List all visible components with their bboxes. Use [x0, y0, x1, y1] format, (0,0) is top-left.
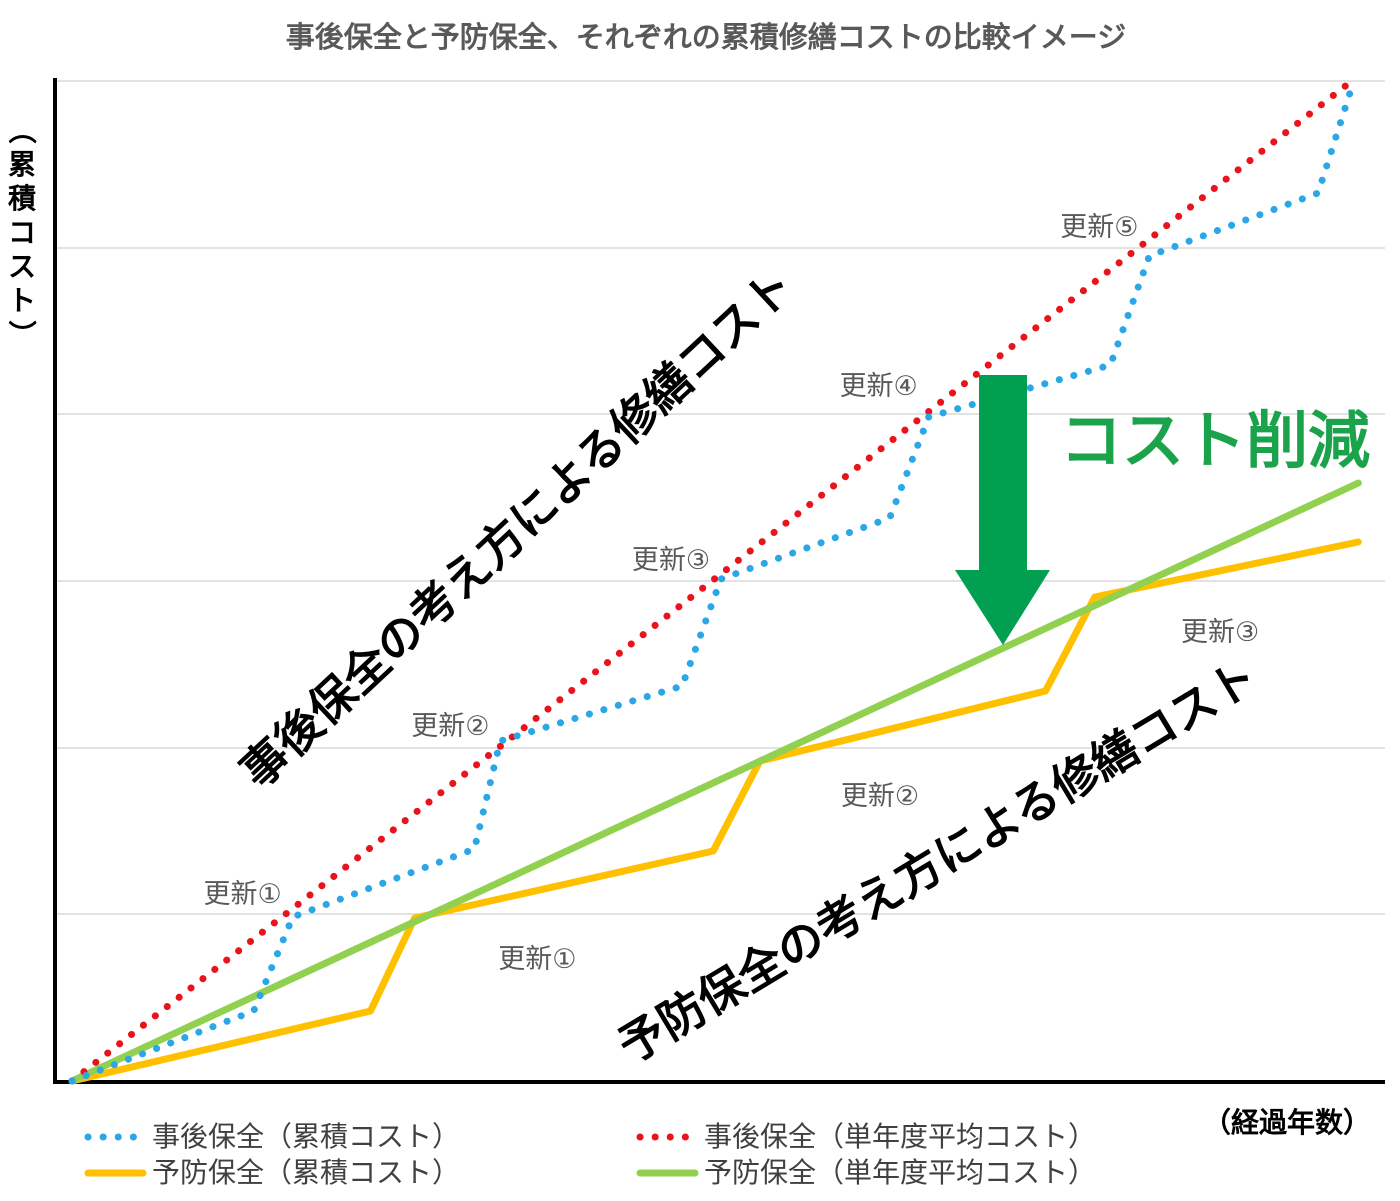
gridlines [55, 80, 1385, 915]
preventive-update-label-2: 更新② [841, 781, 919, 812]
legend-label-3: 予防保全（単年度平均コスト） [704, 1156, 1096, 1189]
series-line-1 [68, 77, 1356, 1085]
reactive-update-label-4: 更新④ [840, 371, 918, 402]
cost-reduction-arrow [955, 375, 1050, 645]
cost-reduction-arrow-shape [955, 375, 1050, 645]
preventive-text: 予防保全の考え方による修繕コスト [609, 649, 1267, 1074]
chart-title: 事後保全と予防保全、それぞれの累積修繕コストの比較イメージ [286, 20, 1126, 54]
reactive-update-label-1: 更新① [204, 879, 282, 910]
legend: 事後保全（累積コスト） 事後保全（単年度平均コスト） 予防保全（累積コスト） 予防保全… [84, 1120, 1096, 1189]
cost-reduction-label: コスト削減 [1060, 404, 1370, 477]
preventive-update-label-3: 更新③ [1181, 617, 1259, 648]
legend-label-2: 予防保全（累積コスト） [152, 1156, 460, 1189]
y-axis-label-char-3: コ [8, 216, 36, 249]
reactive-update-label-2: 更新② [411, 711, 489, 742]
preventive-update-label-1: 更新① [498, 944, 576, 975]
y-axis-label: （ 累積コスト ） [5, 116, 38, 348]
y-axis-label-char-2: 積 [8, 182, 36, 215]
y-axis-label-char-1: 累 [8, 148, 36, 181]
legend-label-1: 事後保全（単年度平均コスト） [704, 1120, 1096, 1153]
axes [53, 78, 1385, 1084]
y-axis-label-char-0: （ [5, 116, 38, 144]
y-axis-label-char-5: ト [8, 284, 36, 317]
legend-label-0: 事後保全（累積コスト） [152, 1120, 460, 1153]
x-axis-label: （経過年数） [1203, 1106, 1371, 1139]
y-axis-label-char-4: ス [8, 250, 36, 283]
reactive-update-label-5: 更新⑤ [1060, 212, 1138, 243]
y-axis-label-char-6: ） [5, 320, 38, 348]
series-line-3 [68, 479, 1362, 1085]
series-lines [68, 77, 1362, 1085]
reactive-update-label-3: 更新③ [632, 545, 710, 576]
reactive-text: 事後保全の考え方による修繕コスト [230, 258, 804, 799]
series-line-0 [68, 83, 1356, 1085]
